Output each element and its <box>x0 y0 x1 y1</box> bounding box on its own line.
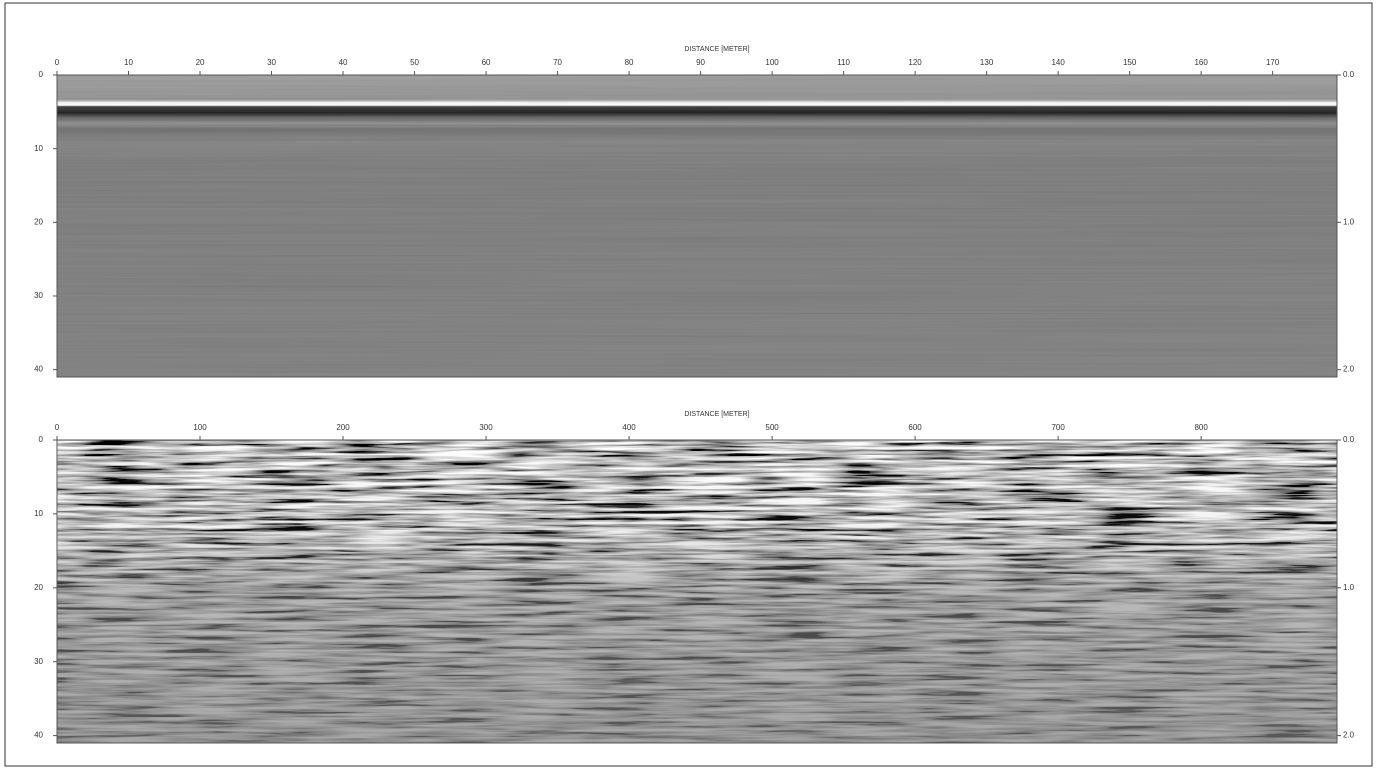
x-tick-label: 130 <box>980 58 994 67</box>
y2-tick-label: 0.0 <box>1343 435 1355 444</box>
x-tick-label: 200 <box>336 423 350 432</box>
x-tick-label: 40 <box>339 58 348 67</box>
x-tick-label: 600 <box>908 423 922 432</box>
x-tick-label: 10 <box>124 58 133 67</box>
x-tick-label: 400 <box>622 423 636 432</box>
x-tick-label: 170 <box>1266 58 1280 67</box>
x-tick-label: 500 <box>765 423 779 432</box>
x-tick-label: 90 <box>696 58 705 67</box>
x-tick-label: 0 <box>55 58 60 67</box>
y2-tick-label: 1.0 <box>1343 583 1355 592</box>
x-tick-label: 30 <box>267 58 276 67</box>
y2-tick-label: 0.0 <box>1343 70 1355 79</box>
y-tick-label: 30 <box>34 657 43 666</box>
x-tick-label: 300 <box>479 423 493 432</box>
x-tick-label: 20 <box>196 58 205 67</box>
x-tick-label: 70 <box>553 58 562 67</box>
x-tick-label: 160 <box>1194 58 1208 67</box>
y-tick-label: 40 <box>34 365 43 374</box>
x-tick-label: 100 <box>193 423 207 432</box>
x-axis-label: DISTANCE [METER] <box>684 411 749 418</box>
y-tick-label: 10 <box>34 144 43 153</box>
radargram-noise <box>57 75 1337 377</box>
x-tick-label: 150 <box>1123 58 1137 67</box>
x-axis-label: DISTANCE [METER] <box>684 46 749 53</box>
x-tick-label: 50 <box>410 58 419 67</box>
y2-tick-label: 1.0 <box>1343 217 1355 226</box>
y2-tick-label: 2.0 <box>1343 731 1355 740</box>
x-tick-label: 800 <box>1194 423 1208 432</box>
x-tick-label: 120 <box>908 58 922 67</box>
x-tick-label: 80 <box>625 58 634 67</box>
x-tick-label: 700 <box>1051 423 1065 432</box>
radargram-fade <box>57 440 1337 743</box>
x-tick-label: 0 <box>55 423 60 432</box>
y-tick-label: 30 <box>34 291 43 300</box>
y-tick-label: 20 <box>34 583 43 592</box>
x-tick-label: 140 <box>1051 58 1065 67</box>
x-tick-label: 100 <box>765 58 779 67</box>
y-tick-label: 20 <box>34 217 43 226</box>
y-tick-label: 40 <box>34 731 43 740</box>
x-tick-label: 60 <box>482 58 491 67</box>
y-tick-label: 0 <box>39 70 44 79</box>
y-tick-label: 10 <box>34 509 43 518</box>
y2-tick-label: 2.0 <box>1343 365 1355 374</box>
figure: DISTANCE [METER]010203040506070809010011… <box>0 0 1377 769</box>
y-tick-label: 0 <box>39 435 44 444</box>
x-tick-label: 110 <box>837 58 850 67</box>
